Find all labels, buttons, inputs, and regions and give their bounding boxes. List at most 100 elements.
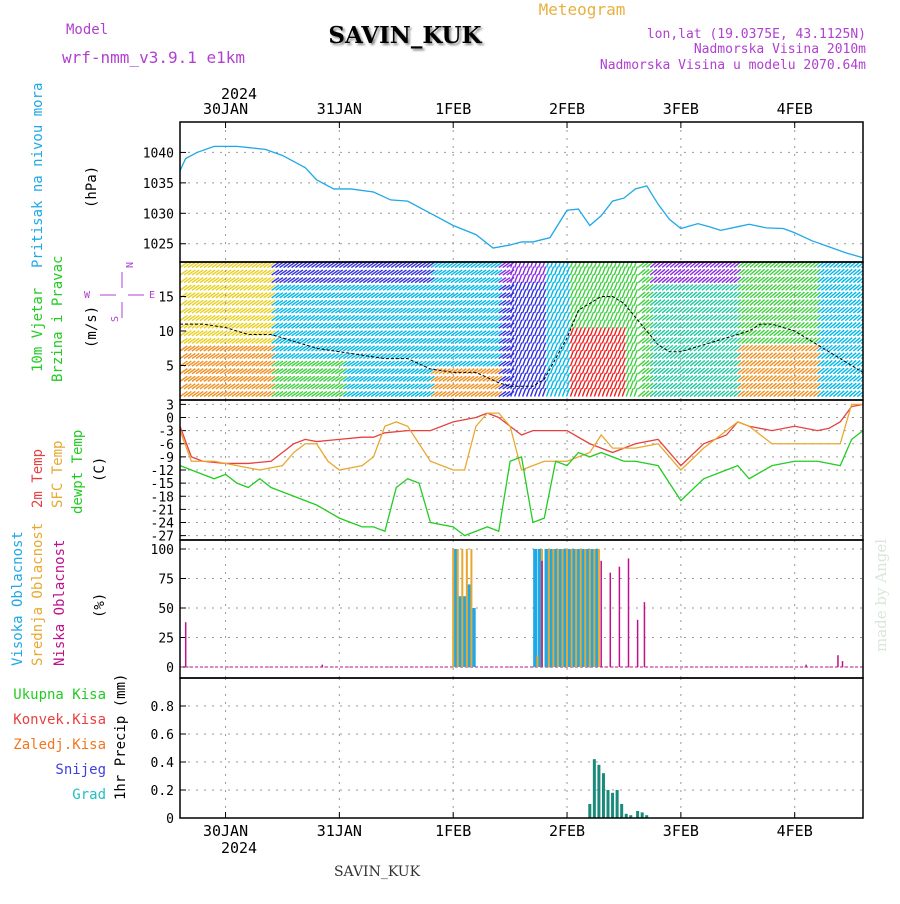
wind-arrow xyxy=(255,375,264,382)
wind-arrow xyxy=(713,352,722,360)
wind-arrow xyxy=(569,311,575,321)
wind-arrow xyxy=(315,262,324,269)
wind-arrow xyxy=(235,284,244,291)
wind-arrow xyxy=(605,365,611,375)
wind-arrow xyxy=(840,390,849,398)
wind-arrow xyxy=(291,368,300,375)
wind-arrow xyxy=(482,390,491,398)
wind-arrow xyxy=(494,314,503,322)
wind-arrow xyxy=(832,283,841,291)
wind-arrow xyxy=(565,380,571,390)
wind-arrow xyxy=(848,375,857,382)
wind-arrow xyxy=(482,330,491,337)
wind-arrow xyxy=(362,299,372,307)
wind-arrow xyxy=(537,296,543,306)
wind-arrow xyxy=(649,276,658,284)
wind-arrow xyxy=(629,296,634,306)
wind-arrow xyxy=(605,349,611,359)
wind-arrow xyxy=(402,262,411,269)
wind-arrow xyxy=(529,380,535,390)
wind-arrow xyxy=(769,276,778,284)
wind-arrow xyxy=(721,390,730,398)
wind-arrow xyxy=(621,387,626,397)
wind-arrow xyxy=(235,345,244,352)
wind-arrow xyxy=(271,262,280,269)
wind-arrow xyxy=(486,262,495,269)
wind-arrow xyxy=(199,352,208,360)
bottom-date-label: 30JAN xyxy=(203,822,248,840)
wind-arrow xyxy=(319,390,328,398)
wind-arrow xyxy=(247,314,256,322)
wind-arrow xyxy=(235,314,244,322)
wind-arrow xyxy=(565,387,571,397)
wind-arrow xyxy=(259,299,268,307)
pressure-tick-label: 1035 xyxy=(143,177,174,192)
wind-arrow xyxy=(597,334,603,344)
wind-arrow xyxy=(557,380,563,390)
wind-arrow xyxy=(386,390,395,398)
wind-tick-label: 10 xyxy=(158,325,174,340)
wind-arrow xyxy=(537,372,543,382)
wind-arrow xyxy=(410,383,419,390)
wind-arrow xyxy=(426,352,435,360)
wind-arrow xyxy=(180,269,188,276)
wind-arrow xyxy=(585,380,591,390)
wind-arrow xyxy=(553,319,559,329)
wind-arrow xyxy=(737,382,746,390)
wind-arrow xyxy=(641,329,650,337)
wind-arrow xyxy=(577,334,583,344)
wind-arrow xyxy=(255,262,264,269)
wind-arrow xyxy=(669,268,678,276)
wind-arrow xyxy=(398,299,407,307)
wind-arrow xyxy=(817,314,825,322)
wind-arrow xyxy=(394,322,403,329)
wind-arrow xyxy=(697,367,706,375)
wind-arrow xyxy=(729,299,738,307)
wind-arrow xyxy=(601,327,607,337)
wind-arrow xyxy=(470,360,479,367)
wind-arrow xyxy=(844,352,853,360)
wind-arrow xyxy=(434,276,443,284)
wind-arrow xyxy=(657,268,666,276)
wind-arrow xyxy=(609,372,615,382)
wind-arrow xyxy=(801,314,809,322)
wind-arrow xyxy=(741,382,750,390)
wind-arrow xyxy=(378,307,387,314)
wind-arrow xyxy=(454,262,463,269)
wind-arrow xyxy=(737,291,746,299)
wind-arrow xyxy=(183,269,192,276)
wind-arrow xyxy=(581,334,587,344)
wind-arrow xyxy=(697,291,706,299)
wind-arrow xyxy=(844,337,853,344)
wind-arrow xyxy=(251,390,260,398)
wind-arrow xyxy=(315,292,324,299)
wind-arrow xyxy=(653,382,662,390)
wind-arrow xyxy=(454,269,463,276)
wind-arrow xyxy=(183,262,192,269)
wind-arrow xyxy=(769,375,778,382)
wind-arrow xyxy=(824,359,833,367)
wind-arrow xyxy=(589,342,595,352)
wind-arrow xyxy=(490,330,499,337)
wind-arrow xyxy=(625,311,630,321)
wind-arrow xyxy=(323,345,332,352)
wind-arrow xyxy=(785,283,793,291)
wind-arrow xyxy=(386,292,395,299)
wind-arrow xyxy=(521,262,526,268)
wind-arrow xyxy=(697,314,706,322)
wind-arrow xyxy=(533,311,539,321)
wind-arrow xyxy=(793,382,801,390)
wind-arrow xyxy=(521,304,527,314)
wind-arrow xyxy=(410,307,419,314)
wind-arrow xyxy=(334,352,344,360)
wind-arrow xyxy=(342,368,352,375)
wind-arrow xyxy=(275,352,284,360)
wind-arrow xyxy=(565,342,571,352)
wind-arrow xyxy=(251,276,260,284)
wind-arrow xyxy=(561,365,567,375)
wind-arrow xyxy=(370,383,380,390)
wind-arrow xyxy=(231,383,240,390)
wind-arrow xyxy=(597,357,603,367)
wind-arrow xyxy=(382,368,391,375)
wind-arrow xyxy=(458,345,467,352)
